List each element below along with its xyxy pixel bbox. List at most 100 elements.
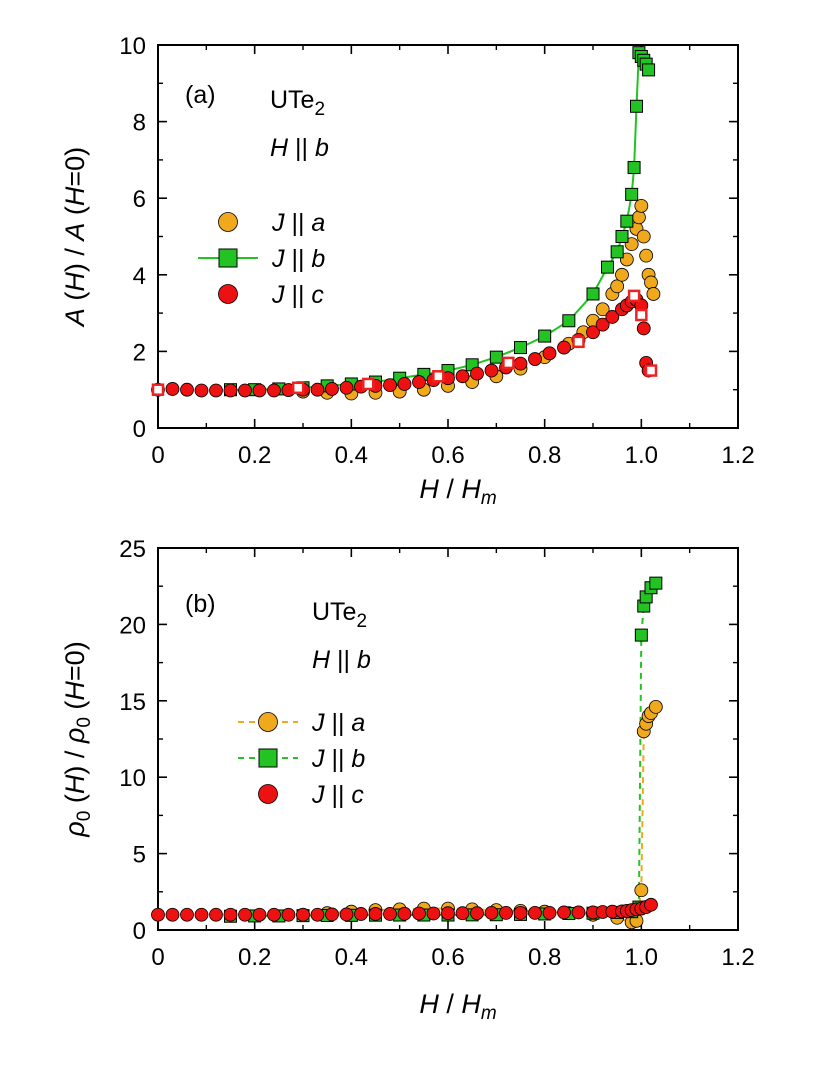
data-point bbox=[595, 317, 610, 332]
legend-marker bbox=[258, 712, 278, 732]
data-point bbox=[571, 905, 586, 920]
data-point bbox=[432, 370, 445, 383]
data-point bbox=[625, 187, 639, 201]
x-tick-label: 1.0 bbox=[625, 442, 658, 469]
data-point bbox=[194, 907, 209, 922]
data-point bbox=[252, 383, 267, 398]
data-point bbox=[441, 906, 455, 921]
x-tick-label: 0.4 bbox=[335, 944, 368, 971]
data-point bbox=[620, 214, 634, 228]
data-point bbox=[362, 377, 375, 391]
y-tick-label: 2 bbox=[133, 339, 146, 366]
data-point bbox=[412, 906, 426, 921]
series-line bbox=[230, 582, 657, 918]
data-point bbox=[610, 245, 624, 259]
data-point bbox=[383, 907, 397, 921]
legend-marker bbox=[258, 784, 278, 804]
x-tick-label: 1.2 bbox=[721, 442, 754, 469]
data-point bbox=[180, 907, 194, 922]
x-tick-label: 0 bbox=[151, 944, 164, 971]
y-tick-label: 15 bbox=[119, 689, 146, 716]
data-point bbox=[538, 329, 552, 343]
x-tick-label: 0.6 bbox=[431, 442, 464, 469]
data-point bbox=[165, 907, 180, 922]
field-label: H || b bbox=[312, 646, 371, 674]
data-point bbox=[557, 340, 571, 355]
legend-label: J || a bbox=[311, 709, 365, 737]
data-point bbox=[595, 302, 610, 317]
panel-tag: (b) bbox=[185, 590, 216, 618]
data-point bbox=[627, 161, 641, 175]
data-point bbox=[151, 907, 165, 922]
y-axis-title: A (H) / A (H=0) bbox=[60, 147, 90, 328]
data-point bbox=[542, 905, 557, 920]
data-point bbox=[513, 356, 528, 371]
data-point bbox=[151, 383, 165, 396]
x-tick-label: 1.0 bbox=[625, 944, 658, 971]
data-point bbox=[644, 897, 658, 912]
data-point bbox=[634, 628, 648, 642]
data-point bbox=[368, 907, 383, 921]
x-tick-label: 0 bbox=[151, 442, 164, 469]
legend-label: J || b bbox=[311, 745, 365, 773]
data-point bbox=[636, 321, 651, 336]
plot-frame bbox=[157, 547, 739, 931]
x-tick-label: 0.2 bbox=[238, 944, 271, 971]
data-point bbox=[528, 352, 542, 366]
data-point bbox=[412, 375, 426, 389]
data-point bbox=[513, 905, 528, 920]
data-point bbox=[325, 382, 339, 396]
data-point bbox=[267, 383, 281, 398]
data-point bbox=[426, 906, 441, 921]
y-tick-label: 0 bbox=[133, 918, 146, 945]
x-tick-label: 0.6 bbox=[431, 944, 464, 971]
data-point bbox=[634, 883, 649, 898]
x-tick-label: 0.2 bbox=[238, 442, 271, 469]
data-point bbox=[267, 907, 281, 922]
data-point bbox=[648, 700, 663, 714]
x-tick-label: 0.4 bbox=[335, 442, 368, 469]
data-point bbox=[615, 230, 629, 243]
data-point bbox=[646, 287, 661, 301]
x-tick-label: 0.8 bbox=[528, 442, 561, 469]
legend-label: J || c bbox=[311, 781, 364, 809]
legend-marker bbox=[218, 284, 238, 304]
data-point bbox=[397, 377, 412, 391]
data-point bbox=[194, 383, 209, 398]
data-point bbox=[455, 906, 470, 921]
data-point bbox=[296, 907, 310, 922]
data-point bbox=[499, 905, 513, 920]
x-tick-label: 1.2 bbox=[721, 944, 754, 971]
y-tick-label: 25 bbox=[119, 536, 146, 563]
legend-marker bbox=[258, 748, 278, 768]
data-point bbox=[572, 335, 585, 349]
data-point bbox=[397, 906, 412, 921]
data-point bbox=[209, 383, 223, 398]
data-point bbox=[632, 210, 646, 225]
data-point bbox=[209, 907, 223, 922]
data-point bbox=[252, 907, 267, 922]
data-point bbox=[470, 366, 484, 381]
y-tick-label: 6 bbox=[133, 186, 146, 213]
data-point bbox=[238, 383, 252, 398]
legend-label: J || c bbox=[271, 281, 324, 309]
y-tick-label: 20 bbox=[119, 612, 146, 639]
data-point bbox=[557, 905, 571, 920]
data-point bbox=[586, 287, 600, 301]
legend-marker bbox=[218, 248, 238, 268]
data-point bbox=[635, 308, 648, 322]
data-point bbox=[644, 364, 658, 377]
data-point bbox=[489, 350, 503, 364]
y-tick-label: 10 bbox=[119, 765, 146, 792]
data-point bbox=[615, 267, 629, 282]
data-point bbox=[470, 906, 484, 921]
data-point bbox=[636, 229, 651, 244]
data-point bbox=[339, 380, 354, 395]
y-axis-title: ρ0 (H) / ρ0 (H=0) bbox=[60, 641, 95, 837]
data-point bbox=[339, 907, 354, 922]
series-line bbox=[302, 706, 657, 924]
data-point bbox=[528, 905, 542, 920]
data-point bbox=[310, 907, 325, 922]
data-point bbox=[586, 325, 600, 340]
data-point bbox=[542, 346, 557, 361]
